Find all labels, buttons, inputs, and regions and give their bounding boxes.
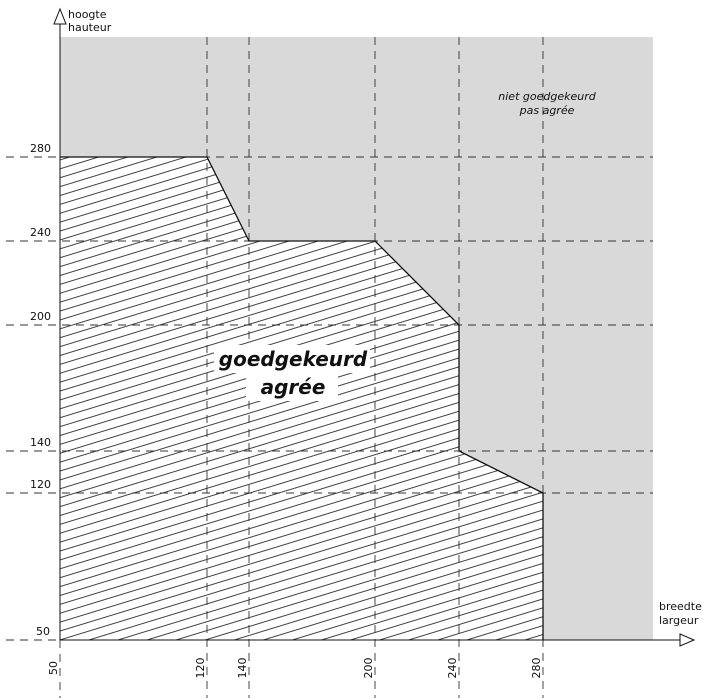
y-tick-label-200: 200: [30, 310, 51, 323]
y-axis-title-line-2: hauteur: [68, 21, 112, 34]
approved-boundary: [60, 156, 544, 640]
approved-label-line-2: agrée: [261, 375, 326, 399]
x-axis-title-line-1: breedte: [659, 600, 702, 613]
not-approved-label-line-1: niet goedgekeurd: [498, 90, 596, 103]
horizontal-grid-lines: [6, 156, 653, 641]
y-tick-labels: 50 120 140 200 240 280: [30, 142, 51, 638]
y-axis-title-line-1: hoogte: [68, 8, 107, 21]
y-tick-label-120: 120: [30, 478, 51, 491]
x-tick-label-120: 120: [194, 658, 207, 679]
approved-label-line-1: goedgekeurd: [219, 347, 368, 371]
x-tick-label-280: 280: [530, 658, 543, 679]
x-tick-label-140: 140: [236, 658, 249, 679]
x-tick-label-240: 240: [446, 658, 459, 679]
y-tick-label-140: 140: [30, 436, 51, 449]
x-tick-label-50: 50: [47, 661, 60, 675]
x-axis-arrow: [679, 633, 696, 647]
y-axis-arrow: [53, 7, 67, 25]
x-tick-labels: 50 120 140 200 240 280: [47, 658, 543, 679]
y-tick-label-50: 50: [36, 625, 50, 638]
approved-label-background: [214, 345, 370, 373]
y-tick-label-240: 240: [30, 226, 51, 239]
x-tick-label-200: 200: [362, 658, 375, 679]
not-approved-label-line-2: pas agrée: [519, 104, 575, 117]
approved-label-background-2: [246, 373, 338, 401]
y-tick-label-280: 280: [30, 142, 51, 155]
x-axis-title-line-2: largeur: [659, 614, 699, 627]
